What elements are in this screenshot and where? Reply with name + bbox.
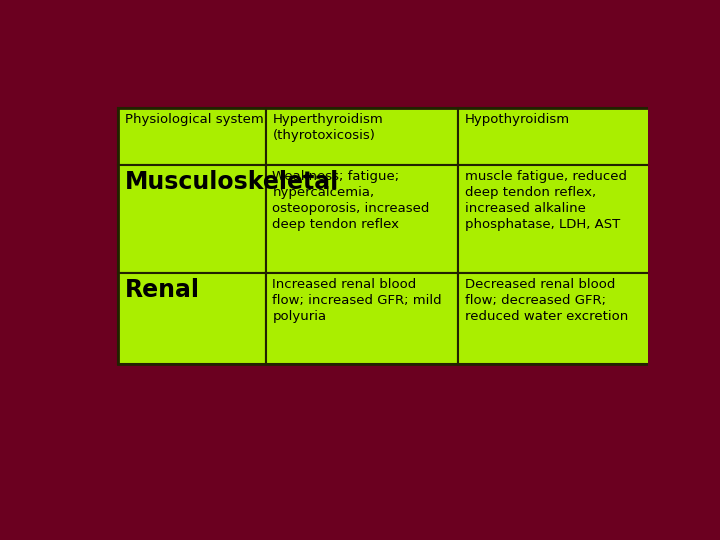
Text: Renal: Renal — [125, 278, 199, 302]
FancyBboxPatch shape — [458, 273, 651, 364]
Text: Weakness; fatigue;
hypercalcemia,
osteoporosis, increased
deep tendon reflex: Weakness; fatigue; hypercalcemia, osteop… — [272, 170, 430, 231]
Text: Decreased renal blood
flow; decreased GFR;
reduced water excretion: Decreased renal blood flow; decreased GF… — [465, 278, 629, 323]
Text: Increased renal blood
flow; increased GFR; mild
polyuria: Increased renal blood flow; increased GF… — [272, 278, 442, 323]
Text: muscle fatigue, reduced
deep tendon reflex,
increased alkaline
phosphatase, LDH,: muscle fatigue, reduced deep tendon refl… — [465, 170, 627, 231]
Text: Musculoskeletal: Musculoskeletal — [125, 170, 339, 193]
Text: Hypothyroidism: Hypothyroidism — [465, 113, 570, 126]
FancyBboxPatch shape — [266, 109, 458, 165]
FancyBboxPatch shape — [118, 273, 266, 364]
FancyBboxPatch shape — [266, 273, 458, 364]
Text: Hyperthyroidism
(thyrotoxicosis): Hyperthyroidism (thyrotoxicosis) — [272, 113, 383, 143]
FancyBboxPatch shape — [266, 165, 458, 273]
FancyBboxPatch shape — [118, 165, 266, 273]
FancyBboxPatch shape — [118, 109, 266, 165]
Text: Physiological system: Physiological system — [125, 113, 264, 126]
FancyBboxPatch shape — [458, 109, 651, 165]
FancyBboxPatch shape — [458, 165, 651, 273]
